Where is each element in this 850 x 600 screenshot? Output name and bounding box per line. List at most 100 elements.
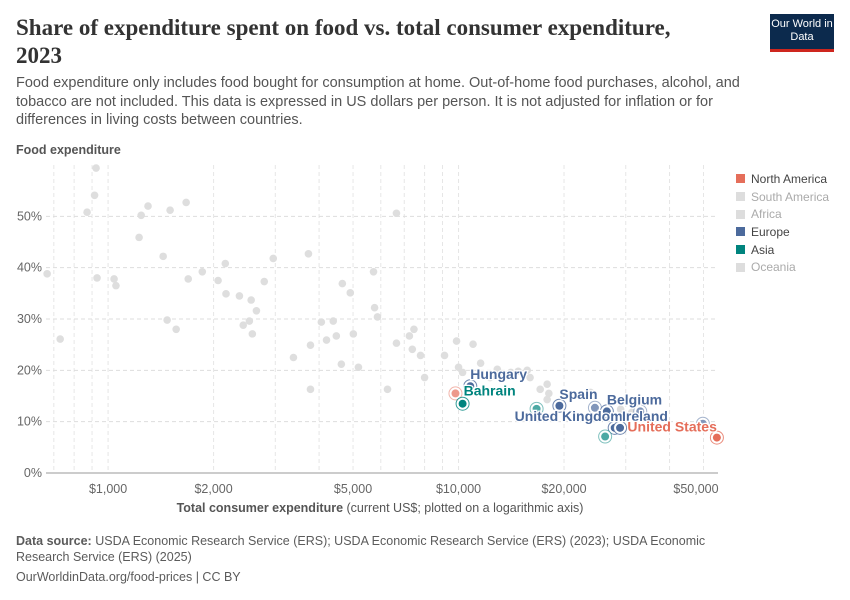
data-point [110, 275, 118, 283]
data-point [159, 252, 167, 261]
data-source: Data source: USDA Economic Research Serv… [16, 533, 756, 565]
data-point [616, 405, 625, 414]
data-point [221, 259, 230, 268]
highlight-point [458, 399, 467, 408]
data-point [440, 351, 449, 360]
data-point [260, 277, 269, 286]
point-label: Hungary [470, 366, 527, 382]
data-point [416, 351, 425, 360]
data-point [182, 198, 190, 207]
data-point [304, 250, 313, 258]
legend-label: Europe [751, 224, 790, 239]
point-label: United States [627, 419, 717, 435]
y-tick-label: 10% [17, 415, 42, 429]
data-point [144, 202, 152, 210]
data-point [354, 363, 363, 372]
data-point [476, 359, 485, 367]
data-point [166, 206, 174, 214]
legend-item[interactable]: Africa [736, 205, 829, 223]
data-point [83, 208, 91, 217]
data-point [137, 211, 145, 220]
legend-label: Asia [751, 242, 775, 257]
data-point [523, 366, 531, 375]
data-point [408, 345, 417, 354]
legend-item[interactable]: North America [736, 170, 829, 188]
legend-item[interactable]: Asia [736, 241, 829, 259]
data-point [56, 335, 64, 343]
data-point [214, 276, 222, 285]
point-label: Ireland [622, 408, 668, 424]
legend-item[interactable]: Europe [736, 223, 829, 241]
x-axis-label-rest: (current US$; plotted on a logarithmic a… [343, 501, 584, 515]
legend-item[interactable]: Oceania [736, 258, 829, 276]
data-point [184, 275, 193, 283]
owid-logo[interactable]: Our World in Data [770, 14, 834, 52]
point-label: United Kingdom [515, 408, 623, 424]
data-point [93, 274, 101, 282]
data-point [248, 330, 257, 338]
data-point [338, 279, 347, 288]
data-point [90, 191, 99, 200]
point-label: Spain [559, 386, 597, 402]
legend: North America South America Africa Europe As… [736, 170, 829, 276]
data-point [172, 325, 180, 334]
y-tick-label: 50% [17, 209, 42, 223]
data-point [392, 339, 401, 347]
x-axis-label-bold: Total consumer expenditure [176, 501, 344, 515]
data-point [222, 290, 230, 298]
data-point [452, 337, 461, 345]
legend-swatch [736, 174, 745, 184]
data-point [239, 321, 248, 329]
data-point [536, 385, 544, 394]
highlight-point [590, 403, 599, 412]
data-point [252, 306, 261, 315]
data-point [458, 368, 467, 377]
data-point [349, 330, 358, 338]
data-point [247, 296, 255, 304]
chart-subtitle: Food expenditure only includes food boug… [16, 75, 740, 128]
data-point [405, 332, 414, 340]
data-point [163, 316, 171, 324]
y-tick-label: 30% [17, 312, 42, 326]
data-point [392, 209, 401, 218]
legend-item[interactable]: South America [736, 188, 829, 206]
source-label: Data source: [16, 534, 92, 548]
data-point [526, 373, 534, 382]
highlight-point [532, 404, 541, 413]
legend-label: South America [751, 189, 830, 204]
data-point [370, 303, 379, 312]
x-tick-label: $1,000 [89, 482, 127, 496]
legend-swatch [736, 192, 745, 202]
data-point [486, 373, 494, 382]
data-point [235, 292, 244, 300]
highlight-point [698, 419, 707, 428]
x-tick-label: $10,000 [436, 482, 481, 496]
data-point [543, 395, 551, 404]
data-point [469, 340, 477, 348]
data-point [329, 317, 338, 325]
legend-label: Oceania [751, 260, 796, 275]
data-point [369, 267, 378, 276]
data-point [306, 385, 315, 394]
data-point [289, 353, 298, 362]
data-point [43, 270, 51, 278]
data-point [420, 373, 429, 382]
data-point [112, 281, 120, 290]
legend-label: North America [751, 171, 828, 186]
legend-swatch [736, 227, 745, 237]
footer-url[interactable]: OurWorldinData.org/food-prices | CC BY [16, 570, 241, 584]
y-tick-label: 40% [17, 261, 42, 275]
x-axis-label: Total consumer expenditure (current US$;… [0, 501, 760, 515]
source-text: USDA Economic Research Service (ERS); US… [16, 534, 706, 564]
data-point [454, 363, 463, 372]
chart-title: Share of expenditure spent on food vs. t… [16, 15, 671, 68]
x-tick-label: $50,000 [673, 482, 718, 496]
data-point [507, 368, 515, 377]
data-point [306, 341, 315, 349]
data-point [332, 332, 341, 340]
data-point [543, 380, 551, 388]
data-point [198, 267, 207, 276]
data-point [269, 254, 278, 263]
